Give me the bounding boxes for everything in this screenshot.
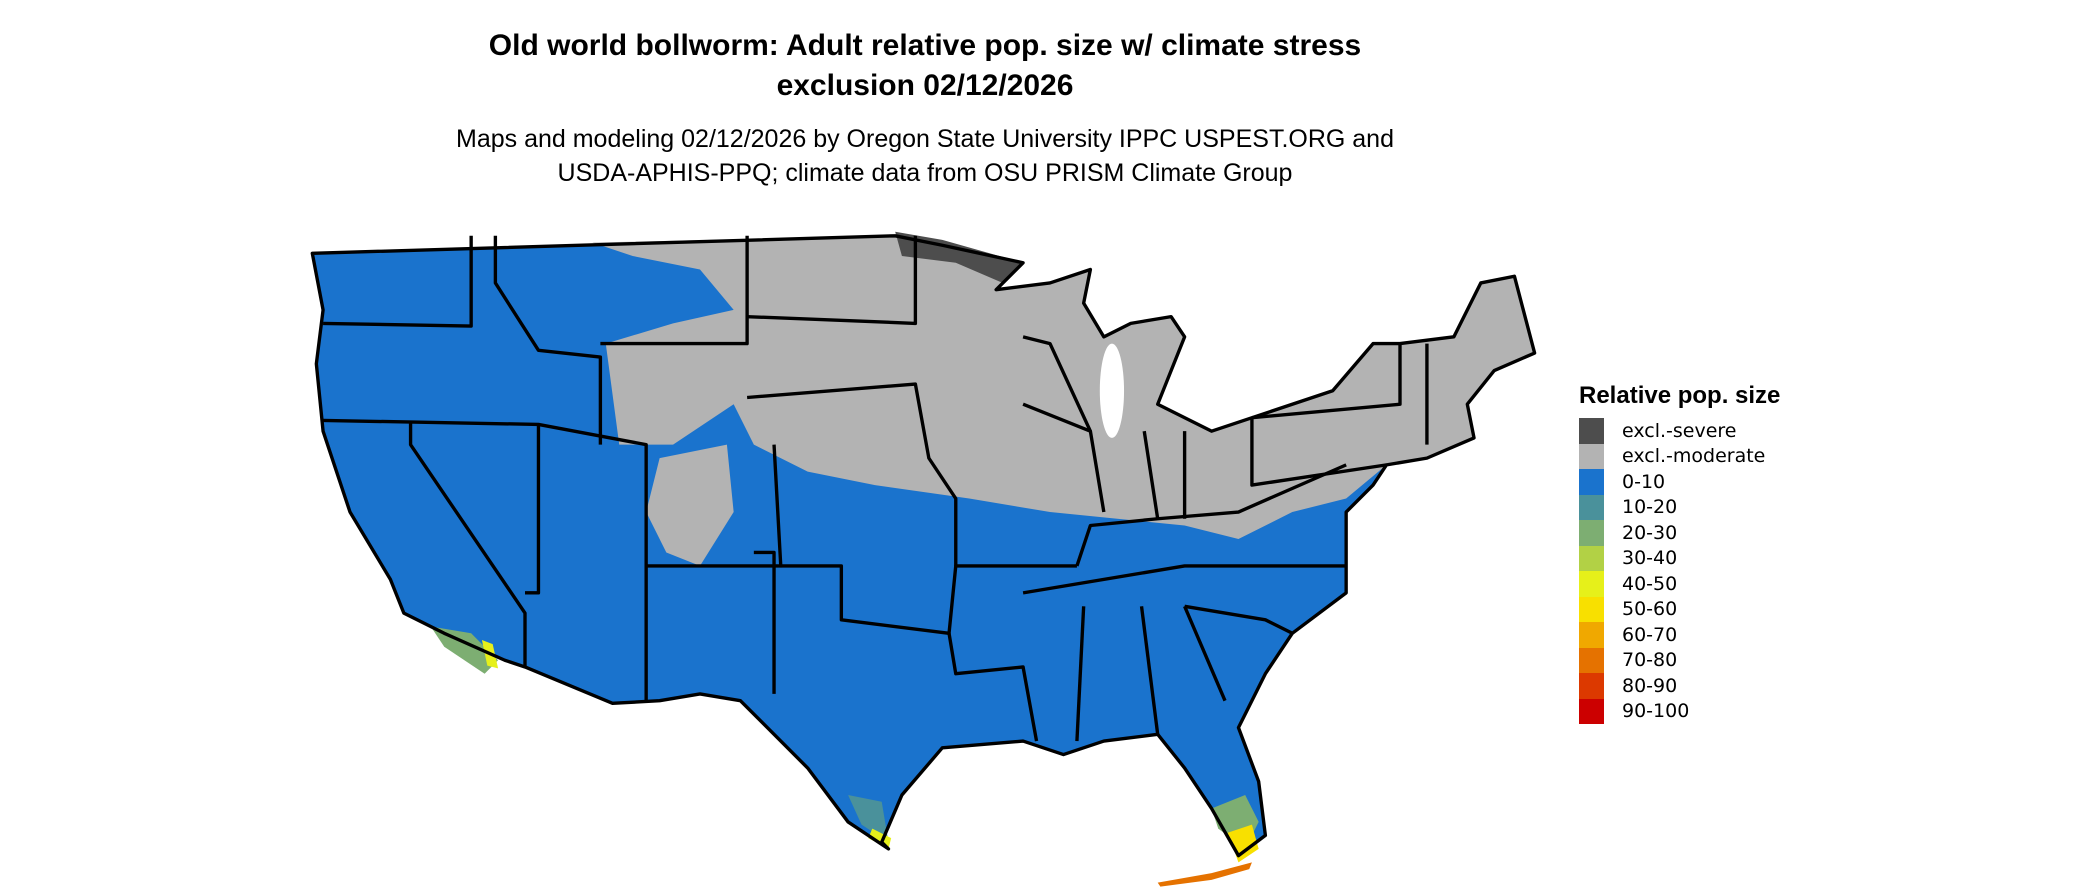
legend-label: excl.-severe <box>1622 419 1737 442</box>
map-title: Old world bollworm: Adult relative pop. … <box>0 26 1850 106</box>
legend-item: 10-20 <box>1579 494 1780 520</box>
map-subtitle-line-2: USDA-APHIS-PPQ; climate data from OSU PR… <box>557 159 1293 187</box>
legend-label: 40-50 <box>1622 572 1678 595</box>
legend-swatch <box>1579 622 1604 648</box>
map-subtitle-line-1: Maps and modeling 02/12/2026 by Oregon S… <box>456 125 1394 153</box>
lake-michigan <box>1099 343 1125 438</box>
legend-label: 50-60 <box>1622 598 1678 621</box>
legend-item: 90-100 <box>1579 698 1780 724</box>
legend-swatch <box>1579 647 1604 673</box>
legend-item: 70-80 <box>1579 647 1780 673</box>
legend-item: excl.-moderate <box>1579 443 1780 469</box>
map-subtitle: Maps and modeling 02/12/2026 by Oregon S… <box>0 122 1850 190</box>
legend-item: excl.-severe <box>1579 418 1780 444</box>
state-borders <box>310 234 1537 858</box>
map-title-line-1: Old world bollworm: Adult relative pop. … <box>488 29 1362 62</box>
legend-swatch <box>1579 596 1604 622</box>
legend-swatch <box>1579 698 1604 724</box>
legend-item: 0-10 <box>1579 469 1780 495</box>
legend-swatch <box>1579 545 1604 571</box>
legend-label: excl.-moderate <box>1622 445 1766 468</box>
legend-swatch <box>1579 469 1604 495</box>
legend-label: 90-100 <box>1622 700 1690 723</box>
legend-label: 70-80 <box>1622 649 1678 672</box>
region-excl-moderate-rockies <box>646 444 734 566</box>
region-excl-moderate <box>592 235 1535 539</box>
legend-swatch <box>1579 520 1604 546</box>
region-florida-keys <box>1157 862 1252 887</box>
region-high-south-texas <box>848 794 889 843</box>
legend-label: 30-40 <box>1622 547 1678 570</box>
legend-item: 20-30 <box>1579 520 1780 546</box>
legend-items: excl.-severe excl.-moderate 0-10 10-20 20-30… <box>1579 418 1780 724</box>
legend-item: 40-50 <box>1579 571 1780 597</box>
legend-swatch <box>1579 418 1604 444</box>
legend-swatch <box>1579 443 1604 469</box>
legend-swatch <box>1579 673 1604 699</box>
legend-item: 60-70 <box>1579 622 1780 648</box>
map-title-line-2: exclusion 02/12/2026 <box>776 69 1074 102</box>
legend-label: 10-20 <box>1622 496 1678 519</box>
legend-label: 20-30 <box>1622 521 1678 544</box>
legend-swatch <box>1579 571 1604 597</box>
legend-label: 80-90 <box>1622 674 1678 697</box>
legend-item: 30-40 <box>1579 545 1780 571</box>
legend-item: 50-60 <box>1579 596 1780 622</box>
legend-title: Relative pop. size <box>1579 382 1781 409</box>
legend-label: 0-10 <box>1622 470 1666 493</box>
region-excl-severe <box>895 231 1024 283</box>
region-high-socal <box>430 626 499 674</box>
legend-swatch <box>1579 494 1604 520</box>
legend: Relative pop. size excl.-severe excl.-mod… <box>1579 380 1780 724</box>
legend-label: 60-70 <box>1622 623 1678 646</box>
legend-item: 80-90 <box>1579 673 1780 699</box>
